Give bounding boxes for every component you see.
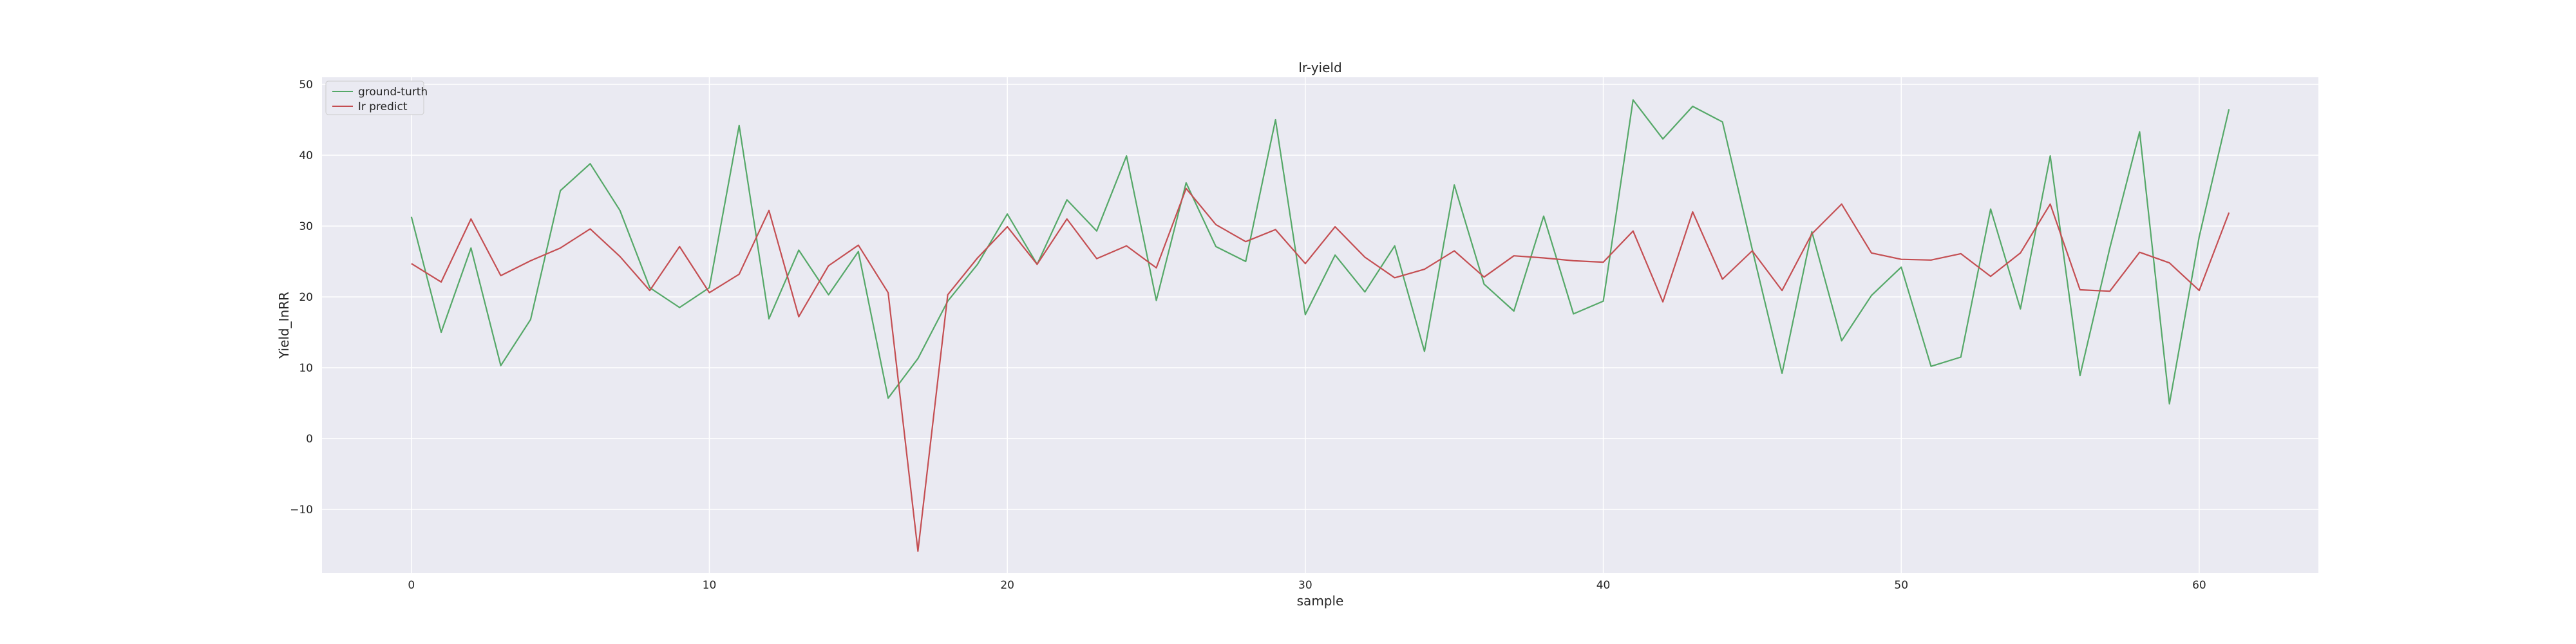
x-tick-label: 20	[1000, 579, 1014, 592]
tick-labels: 0 10 20 30 40 50 60 −10 0 10 20 30 40 50	[290, 79, 2206, 592]
series-line-lr-predict	[411, 187, 2230, 553]
x-tick-label: 0	[408, 579, 415, 592]
grid-lines	[322, 77, 2318, 573]
y-axis-label: Yield_InRR	[276, 292, 292, 359]
legend: ground-turth lr predict	[325, 80, 428, 115]
series-line-ground-turth	[410, 99, 2230, 405]
legend-label-ground-turth: ground-turth	[358, 86, 428, 99]
x-tick-label: 40	[1596, 579, 1611, 592]
y-tick-label: 0	[306, 433, 313, 446]
x-axis-label: sample	[1297, 593, 1344, 609]
series-lines	[410, 99, 2230, 553]
y-tick-label: 30	[299, 220, 313, 233]
x-tick-label: 50	[1894, 579, 1908, 592]
plot-area	[322, 77, 2318, 573]
x-tick-label: 30	[1298, 579, 1312, 592]
x-tick-label: 60	[2192, 579, 2206, 592]
y-tick-label: 40	[299, 149, 313, 162]
y-tick-label: 50	[299, 79, 313, 91]
y-tick-label: −10	[290, 504, 313, 516]
y-tick-label: 10	[299, 362, 313, 375]
y-tick-label: 20	[299, 291, 313, 304]
legend-label-lr-predict: lr predict	[358, 100, 408, 113]
chart-title: lr-yield	[1298, 60, 1341, 75]
x-tick-label: 10	[703, 579, 717, 592]
